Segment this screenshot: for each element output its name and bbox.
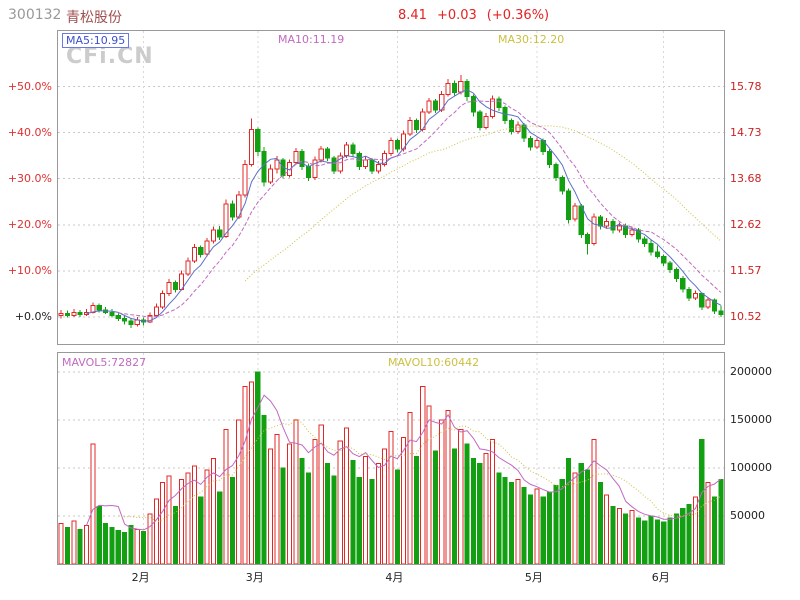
stock-code: 300132 bbox=[8, 7, 62, 23]
volume-axis-label: 200000 bbox=[730, 365, 772, 379]
month-axis-label: 4月 bbox=[385, 571, 404, 584]
price-axis-price-label: 11.57 bbox=[730, 263, 762, 277]
ma5-label[interactable]: MA5:10.95 bbox=[62, 33, 130, 48]
mavol10-label: MAVOL10:60442 bbox=[388, 356, 480, 369]
price-axis-price-label: 10.52 bbox=[730, 309, 762, 323]
price-quote: 8.41 +0.03 (+0.36%) bbox=[398, 8, 559, 23]
price-axis-percent-label: +40.0% bbox=[7, 125, 52, 139]
mavol5-label: MAVOL5:72827 bbox=[62, 356, 147, 369]
volume-axis-label: 50000 bbox=[730, 509, 765, 523]
ma10-label: MA10:11.19 bbox=[278, 33, 345, 46]
month-axis-label: 5月 bbox=[524, 571, 543, 584]
last-price: 8.41 bbox=[398, 8, 427, 23]
price-axis-percent-label: +0.0% bbox=[14, 309, 52, 323]
price-axis-percent-label: +20.0% bbox=[7, 217, 52, 231]
ma30-label: MA30:12.20 bbox=[498, 33, 565, 46]
price-axis-price-label: 12.62 bbox=[730, 217, 762, 231]
volume-chart-canvas[interactable] bbox=[58, 353, 724, 564]
price-axis-percent-label: +10.0% bbox=[7, 263, 52, 277]
price-change: +0.03 bbox=[436, 8, 477, 23]
price-axis-price-label: 13.68 bbox=[730, 171, 762, 185]
price-axis-price-label: 15.78 bbox=[730, 79, 762, 93]
price-chart-panel[interactable] bbox=[57, 30, 725, 345]
month-axis-label: 6月 bbox=[651, 571, 670, 584]
price-axis-percent-label: +30.0% bbox=[7, 171, 52, 185]
volume-chart-panel[interactable] bbox=[57, 352, 725, 565]
price-change-percent: (+0.36%) bbox=[486, 8, 550, 23]
candlestick-chart-canvas[interactable] bbox=[58, 31, 724, 344]
price-axis-percent-label: +50.0% bbox=[7, 79, 52, 93]
month-axis-label: 2月 bbox=[131, 571, 150, 584]
stock-name: 青松股份 bbox=[66, 10, 122, 26]
volume-axis-label: 150000 bbox=[730, 413, 772, 427]
volume-axis-label: 100000 bbox=[730, 461, 772, 475]
price-axis-price-label: 14.73 bbox=[730, 125, 762, 139]
cfi-watermark: CFi.CN bbox=[66, 44, 154, 69]
month-axis-label: 3月 bbox=[245, 571, 264, 584]
